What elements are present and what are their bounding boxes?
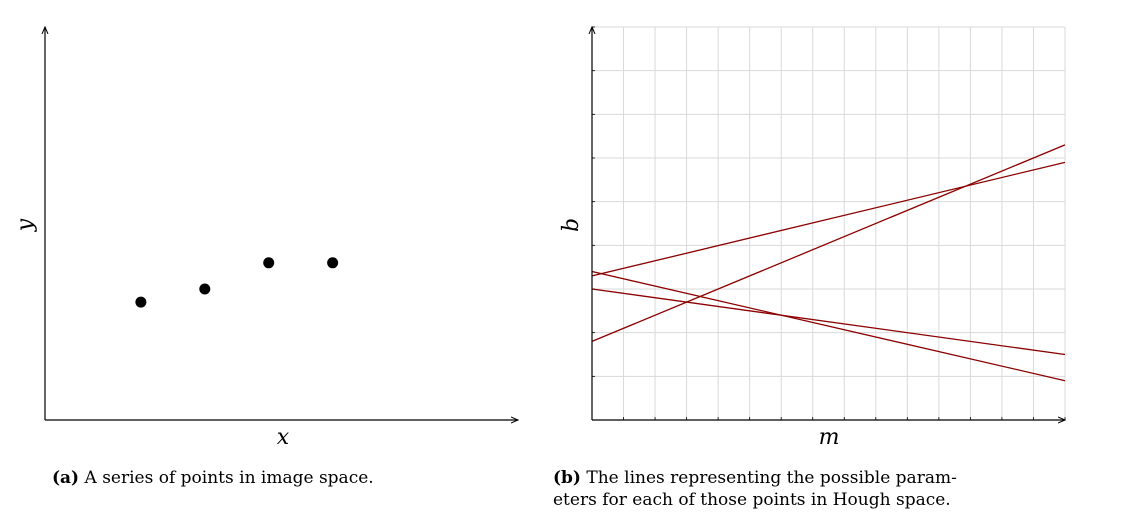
caption-a-text: A series of points in image space.	[84, 468, 374, 488]
data-point-4	[327, 257, 339, 269]
panel-b-x-axis-label: m	[819, 425, 840, 450]
caption-a-tag: (a)	[52, 468, 80, 488]
caption-a: (a) A series of points in image space.	[52, 467, 472, 489]
caption-b: (b) The lines representing the possible …	[553, 467, 993, 511]
caption-b-text-line2: eters for each of those points in Hough …	[553, 490, 951, 510]
caption-b-tag: (b)	[553, 468, 581, 488]
data-point-1	[135, 296, 147, 308]
panel-a-x-axis-label: x	[277, 425, 290, 450]
hough-line-3	[591, 288, 1066, 356]
panel-b-hough-plot: m b	[559, 27, 1065, 450]
panel-a-y-axis-label: y	[13, 218, 38, 232]
data-point-2	[199, 283, 211, 295]
caption-b-text-line1: The lines representing the possible para…	[586, 468, 957, 488]
hough-line-4	[591, 270, 1066, 382]
hough-line-2	[591, 144, 1066, 343]
data-point-3	[263, 257, 275, 269]
hough-line-1	[591, 161, 1066, 277]
panel-a-scatter-plot: x y	[13, 27, 518, 450]
panel-b-y-axis-label: b	[559, 218, 584, 232]
